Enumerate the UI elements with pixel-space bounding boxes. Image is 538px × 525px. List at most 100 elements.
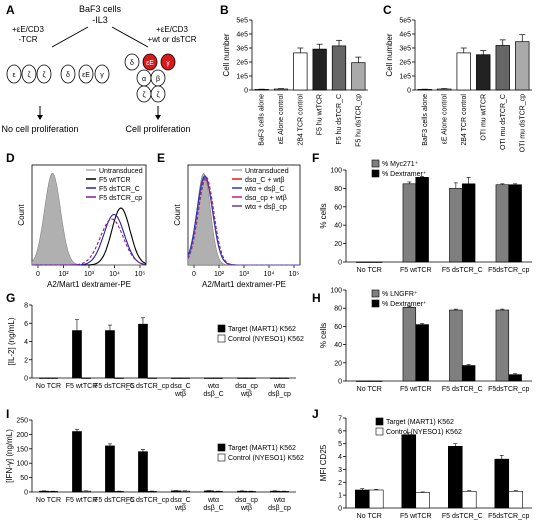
category-label: No TCR: [36, 497, 61, 504]
y-tick-label: 8: [24, 303, 28, 310]
legend-label: F5 dsTCR_C: [99, 186, 140, 193]
category-label: BaF3 cells alone: [422, 94, 429, 146]
bar: [449, 309, 463, 382]
panel-a-schematic: BaF3 cells -IL3 +εE/CD3 -TCR +εE/CD3 +wt…: [1, 4, 196, 134]
panel-a-right-complex: δ εE γ α β ζ ζ: [124, 53, 176, 103]
bar: [417, 89, 432, 91]
y-tick-label: 50: [20, 475, 28, 482]
legend-swatch: [371, 159, 380, 168]
bar: [72, 330, 82, 379]
bar: [449, 188, 463, 263]
y-tick-label: 0: [338, 506, 342, 513]
legend-label: wtα + dsβ_C: [244, 186, 284, 193]
right-subunit-label: εE: [146, 60, 154, 67]
left-subunit-label: εE: [82, 72, 90, 79]
right-subunit-label: ζ: [142, 92, 145, 99]
right-subunit: [160, 53, 176, 71]
x-tick-label: 10⁴: [264, 271, 275, 278]
legend-label: Target (MART1) K562: [228, 445, 296, 452]
bar: [495, 309, 510, 382]
category-label: No TCR: [357, 513, 382, 520]
legend-label: Untransduced: [245, 168, 289, 175]
bar: [293, 52, 308, 91]
y-tick-label: 40: [334, 223, 342, 230]
panel-d-histogram: 0 10² 10³ 10⁴ 10⁵ A2/Mart1 dextramer-PE Count U…: [17, 164, 147, 289]
bar: [138, 323, 148, 379]
y-axis-label: [IL-2] (ng/mL): [7, 317, 16, 365]
y-axis-label: Cell number: [385, 33, 394, 76]
category-label: No TCR: [357, 386, 382, 393]
bar: [147, 377, 157, 379]
category-label: εE Alone control: [441, 94, 448, 145]
y-tick-label: 40: [334, 342, 342, 349]
bar: [415, 324, 429, 382]
right-subunit-label: α: [142, 76, 146, 83]
bar: [246, 491, 256, 493]
panel-a-left-result: No cell proliferation: [1, 124, 78, 134]
panel-j-chart: 0 1 2 3 4 5 6 7 MFI CD25 No TCR F5 wtTCR F5 dsTCR_C…: [319, 416, 532, 520]
legend-label: F5 dsTCR_cp: [99, 195, 142, 202]
category-label: dsα_cp wtβ: [235, 383, 258, 398]
category-label: dsα_C wtβ: [170, 383, 190, 398]
legend-label: Target (MART1) K562: [228, 326, 296, 333]
panel-a-right-line2: +wt or dsTCR: [147, 35, 196, 44]
bar: [105, 330, 115, 379]
x-tick-label: 10²: [214, 271, 225, 278]
left-subunit-label: γ: [100, 72, 104, 79]
y-tick-label: 100: [330, 288, 342, 295]
bar: [401, 434, 417, 509]
right-subunit-label: β: [156, 76, 160, 83]
y-axis-label: % cells: [319, 203, 328, 228]
y-tick-label: 5: [338, 441, 342, 448]
left-subunit: [6, 64, 22, 84]
y-tick-label: 250: [16, 418, 28, 425]
bar: [48, 491, 58, 493]
y-tick-label: 7: [338, 416, 342, 423]
legend-swatch: [217, 443, 226, 452]
panel-letter-h: H: [312, 291, 321, 305]
category-label: F5dsTCR_cp: [488, 267, 529, 274]
bar: [39, 490, 49, 493]
y-axis-label: Count: [17, 204, 26, 226]
bar: [402, 306, 417, 382]
category-label: OTI mu wtTCR: [480, 94, 487, 141]
left-subunit: [21, 64, 37, 84]
category-label: F5 hu dsTCR_cp: [355, 94, 362, 147]
y-tick-label: 3e5: [399, 46, 411, 53]
bar: [138, 451, 148, 493]
category-label: F5 dsTCR_C: [94, 383, 135, 390]
y-tick-label: 1: [338, 493, 342, 500]
category-label: 2B4 TCR control: [461, 94, 468, 146]
legend-label: % Myc271⁺: [382, 161, 419, 168]
y-tick-label: 150: [16, 446, 28, 453]
bar: [254, 89, 269, 91]
y-tick-label: 100: [330, 168, 342, 175]
category-label: BaF3 cells alone: [259, 94, 266, 146]
y-tick-label: 2: [24, 357, 28, 364]
bar: [447, 445, 463, 509]
histogram-curve: [32, 213, 147, 266]
bar: [456, 52, 471, 91]
x-tick-label: 10⁴: [109, 271, 120, 278]
panel-a-il3-label: -IL3: [92, 15, 108, 25]
x-tick-label: 10³: [239, 271, 250, 278]
y-tick-label: 0: [24, 490, 28, 497]
category-label: εE Alone control: [278, 94, 285, 145]
category-label: dsα_cp wtβ: [235, 497, 258, 512]
legend-label: Control (NYESO1) K562: [228, 455, 304, 462]
panel-h-chart: 0 20 40 60 80 100 % cells No TCR F5 wtTCR F5 dsTC…: [319, 288, 532, 393]
panel-a-cells-label: BaF3 cells: [79, 4, 122, 14]
x-tick-label: 10⁵: [135, 271, 146, 278]
panel-c-chart: 0 1e5 2e5 3e5 4e5 5e5 Cell number BaF3 cells al…: [385, 18, 532, 152]
x-tick-label: 10³: [84, 271, 95, 278]
y-tick-label: 0: [407, 88, 411, 95]
panel-a-right-line1: +εE/CD3: [156, 25, 188, 34]
y-tick-label: 3: [338, 467, 342, 474]
bar: [351, 62, 366, 91]
category-label: F5 dsTCR_C: [442, 267, 483, 274]
bar: [312, 48, 327, 91]
panel-a-left-line1: +εE/CD3: [12, 25, 44, 34]
left-subunit-label: ε: [12, 72, 15, 79]
x-tick-label: 0: [36, 271, 40, 278]
y-tick-label: 60: [334, 324, 342, 331]
